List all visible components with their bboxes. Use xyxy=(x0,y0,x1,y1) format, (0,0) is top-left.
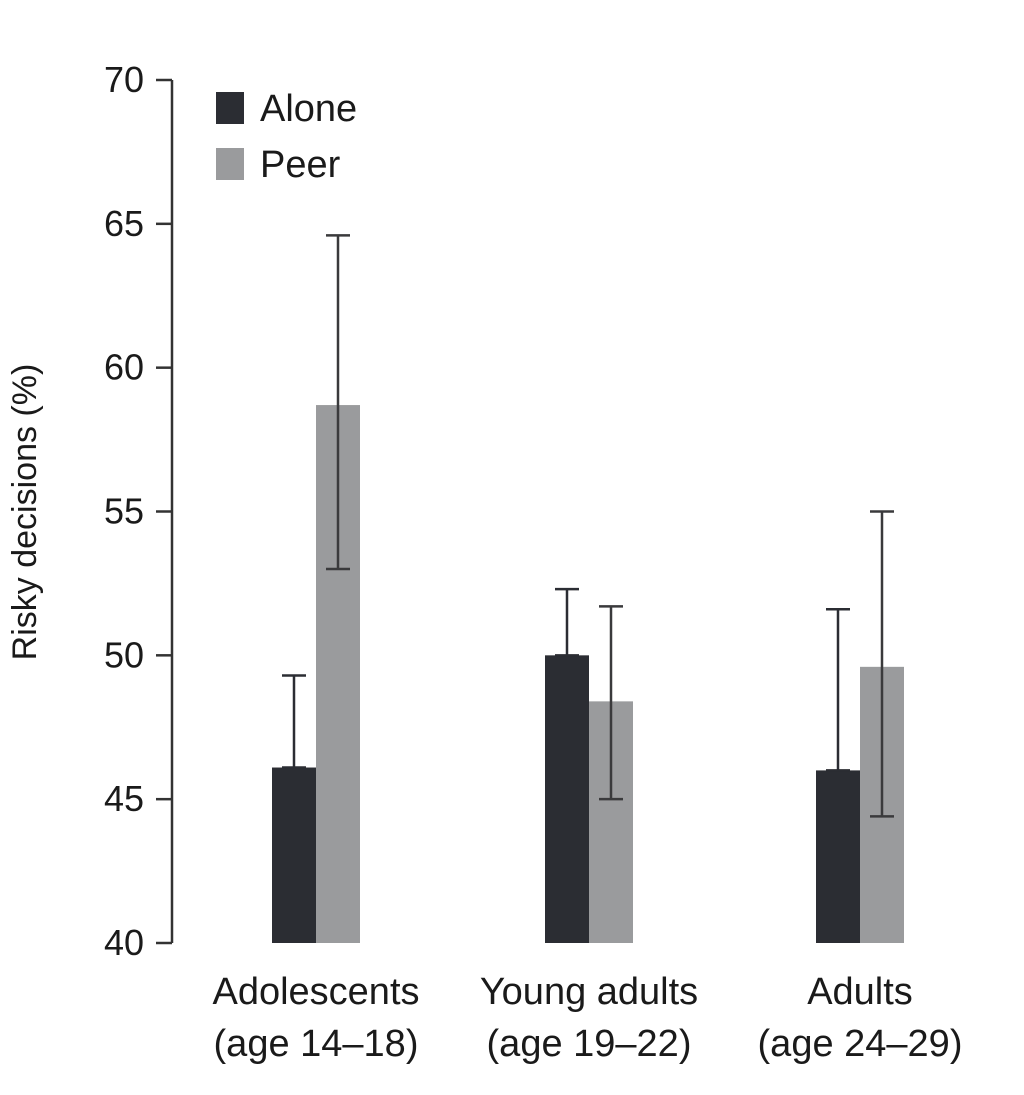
category-labels: Adolescents (age 14–18) Young adults (age 1… xyxy=(212,971,962,1065)
legend-label-peer: Peer xyxy=(260,144,341,186)
legend-swatch-peer xyxy=(216,148,244,180)
y-tick-label: 60 xyxy=(104,347,144,388)
bar-alone-1 xyxy=(545,655,589,943)
bar-alone-2 xyxy=(816,770,860,943)
legend-label-alone: Alone xyxy=(260,88,357,130)
category-label: Young adults xyxy=(480,971,698,1013)
category-label: Adolescents xyxy=(212,971,419,1013)
category-label: (age 19–22) xyxy=(487,1023,692,1065)
category-label: Adults xyxy=(807,971,913,1013)
bars-layer xyxy=(272,405,904,943)
y-axis: 40 45 50 55 60 65 70 xyxy=(104,59,174,963)
y-tick-label: 45 xyxy=(104,778,144,819)
y-axis-label: Risky decisions (%) xyxy=(6,364,44,661)
y-tick-label: 50 xyxy=(104,634,144,675)
y-tick-label: 65 xyxy=(104,203,144,244)
y-tick-label: 70 xyxy=(104,59,144,100)
error-bars-layer xyxy=(282,234,894,818)
legend-swatch-alone xyxy=(216,92,244,124)
category-label: (age 24–29) xyxy=(758,1023,963,1065)
legend: Alone Peer xyxy=(216,88,357,186)
y-tick-label: 40 xyxy=(104,922,144,963)
category-label: (age 14–18) xyxy=(214,1023,419,1065)
bar-alone-0 xyxy=(272,767,316,943)
y-tick-label: 55 xyxy=(104,491,144,532)
